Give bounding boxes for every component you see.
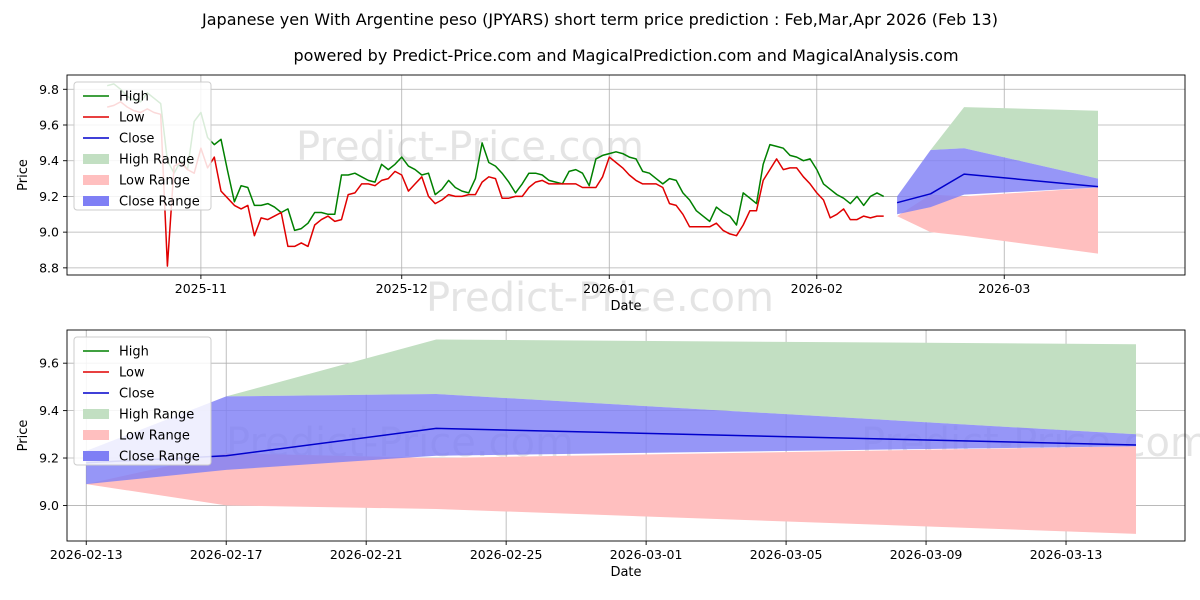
y-tick-label: 8.8 (39, 260, 59, 275)
legend-high-range-swatch (83, 154, 109, 164)
x-tick-label: 2026-03-09 (890, 547, 963, 562)
x-tick-label: 2026-03-05 (750, 547, 823, 562)
legend-label: High Range (119, 153, 194, 168)
x-tick-label: 2026-03-13 (1030, 547, 1103, 562)
x-tick-label: 2025-11 (175, 281, 227, 296)
x-tick-label: 2026-03-01 (610, 547, 683, 562)
x-tick-label: 2025-12 (376, 281, 428, 296)
x-tick-label: 2026-02-13 (50, 547, 123, 562)
legend-label: Low (119, 366, 145, 381)
y-tick-label: 9.2 (39, 189, 59, 204)
legend-label: Close Range (119, 195, 200, 210)
y-tick-label: 9.4 (39, 153, 59, 168)
close-series-line (896, 173, 1099, 204)
main-panel-frame (66, 74, 1186, 276)
chart-subtitle: powered by Predict-Price.com and Magical… (293, 46, 958, 65)
legend-label: Close (119, 132, 154, 147)
y-tick-label: 9.8 (39, 82, 59, 97)
x-tick-label: 2026-02 (791, 281, 843, 296)
legend-label: Low Range (119, 174, 190, 189)
x-tick-label: 2026-01 (583, 281, 635, 296)
close-range-band (897, 148, 1098, 215)
y-tick-label: 9.2 (39, 451, 59, 466)
close-range-band (86, 394, 1137, 485)
x-tick-label: 2026-02-17 (190, 547, 263, 562)
watermark-text: Predict-Price.com (426, 275, 774, 321)
main-price-panel: Predict-Price.com Predict-Price.com 2025-… (16, 74, 1186, 321)
y-tick-label: 9.4 (39, 403, 59, 418)
watermark-text: Predict-Price.com (296, 124, 644, 170)
legend-label: High (119, 345, 149, 360)
low-range-band (897, 187, 1098, 254)
x-tick-label: 2026-02-21 (330, 547, 403, 562)
legend-label: Low (119, 111, 145, 126)
high-series-line (107, 83, 885, 232)
high-range-band (86, 339, 1137, 468)
legend-label: Low Range (119, 429, 190, 444)
legend-low-range-swatch (83, 175, 109, 185)
low-range-band (86, 446, 1137, 534)
low-series-line (107, 101, 884, 267)
x-tick-label: 2026-03 (978, 281, 1030, 296)
y-tick-label: 9.0 (39, 225, 59, 240)
legend-label: Close Range (119, 450, 200, 465)
y-tick-label: 9.0 (39, 498, 59, 513)
x-axis-label: Date (610, 565, 641, 580)
legend-high-range-swatch (83, 409, 109, 419)
legend-label: High (119, 90, 149, 105)
y-axis-label: Price (16, 420, 31, 452)
legend-label: High Range (119, 408, 194, 423)
legend-close-range-swatch (83, 451, 109, 461)
legend-low-range-swatch (83, 430, 109, 440)
high-range-band (897, 107, 1098, 197)
y-tick-label: 9.6 (39, 118, 59, 133)
y-tick-label: 9.6 (39, 356, 59, 371)
y-axis-label: Price (16, 159, 31, 191)
legend-close-range-swatch (83, 196, 109, 206)
zoom-panel-frame (66, 329, 1186, 542)
x-tick-label: 2026-02-25 (470, 547, 543, 562)
legend-label: Close (119, 387, 154, 402)
x-axis-label: Date (610, 299, 641, 314)
chart-title: Japanese yen With Argentine peso (JPYARS… (201, 10, 998, 29)
